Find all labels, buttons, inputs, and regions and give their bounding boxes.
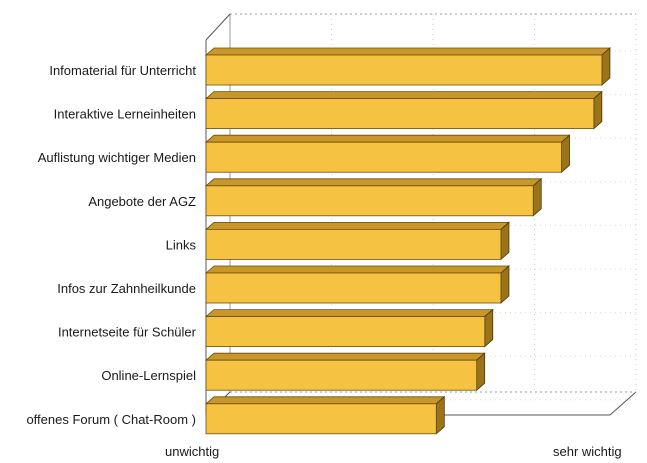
bar-top-face xyxy=(204,309,494,318)
bar xyxy=(204,352,486,392)
category-labels: Infomaterial für Unterricht Interaktive L… xyxy=(26,63,196,427)
x-axis-right-label: sehr wichtig xyxy=(553,444,622,459)
floor-right-diag xyxy=(609,391,637,416)
bar-side-face xyxy=(500,265,510,304)
bar-top-face xyxy=(204,178,543,187)
bar-front-face xyxy=(205,228,502,260)
category-label: Angebote der AGZ xyxy=(88,194,196,209)
bar-side-face xyxy=(532,177,542,217)
bar-top-face xyxy=(204,91,603,99)
bar-front-face xyxy=(205,316,486,348)
category-label: Online-Lernspiel xyxy=(101,368,196,383)
bar-top-face xyxy=(204,352,486,361)
category-label: Internetseite für Schüler xyxy=(58,325,197,340)
bar-front-face xyxy=(205,359,478,391)
bar xyxy=(204,134,571,174)
category-label: Infomaterial für Unterricht xyxy=(49,63,196,78)
category-label: Links xyxy=(166,237,197,252)
bar-side-face xyxy=(484,308,494,348)
bar-top-face xyxy=(204,134,571,143)
bar xyxy=(204,395,446,435)
bar xyxy=(204,308,494,348)
bar-front-face xyxy=(205,141,562,173)
bar xyxy=(204,221,510,261)
wall-diagonal-top xyxy=(205,13,231,41)
bar xyxy=(204,265,510,304)
bars-group xyxy=(204,47,611,435)
bar-top-face xyxy=(204,221,510,230)
bar xyxy=(204,90,603,130)
bar-side-face xyxy=(500,221,510,261)
category-label: Interaktive Lerneinheiten xyxy=(54,107,196,122)
bar xyxy=(204,177,543,217)
bar-side-face xyxy=(476,352,486,392)
category-label: Auflistung wichtiger Medien xyxy=(38,150,196,165)
category-label: offenes Forum ( Chat-Room ) xyxy=(26,412,196,427)
bar-side-face xyxy=(593,90,603,130)
category-label: Infos zur Zahnheilkunde xyxy=(57,281,196,296)
bar-side-face xyxy=(601,47,611,86)
bar-side-face xyxy=(435,395,445,435)
bar-front-face xyxy=(205,185,534,217)
x-axis-left-label: unwichtig xyxy=(165,444,219,459)
bar-front-face xyxy=(205,403,437,435)
bar-front-face xyxy=(205,98,595,129)
bar xyxy=(204,47,611,86)
bar-top-face xyxy=(204,47,611,56)
bar-top-face xyxy=(204,396,446,405)
bar-side-face xyxy=(561,134,570,174)
bar-top-face xyxy=(204,265,510,274)
bar-front-face xyxy=(205,54,603,86)
bar-front-face xyxy=(205,272,502,304)
